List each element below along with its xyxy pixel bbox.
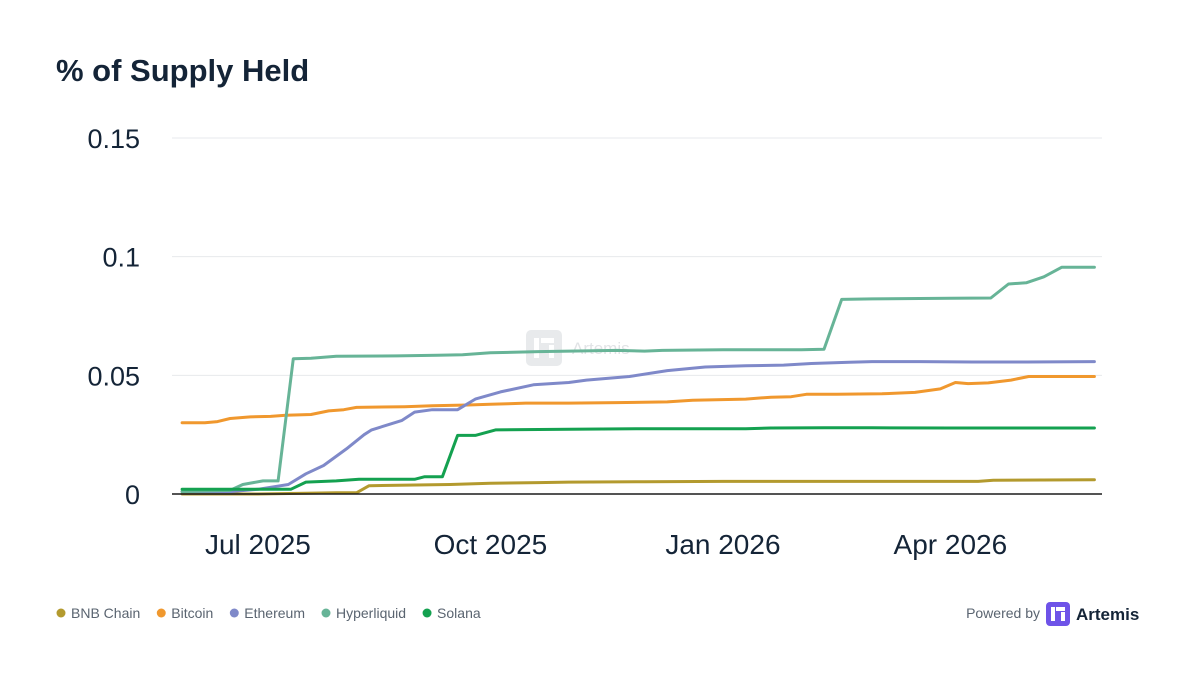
legend-label: Bitcoin <box>171 605 213 621</box>
y-tick-label: 0 <box>125 480 140 510</box>
x-axis-ticks: Jul 2025 Oct 2025 Jan 2026 Apr 2026 <box>205 529 1007 560</box>
y-axis-ticks: 0 0.05 0.1 0.15 <box>87 124 140 510</box>
watermark-icon <box>526 330 562 366</box>
artemis-logo-icon <box>1046 602 1070 626</box>
y-tick-label: 0.15 <box>87 124 140 154</box>
y-tick-label: 0.05 <box>87 361 140 391</box>
legend-label: Hyperliquid <box>336 605 406 621</box>
legend-item-solana: Solana <box>422 605 481 621</box>
legend-swatch <box>56 608 66 618</box>
legend: BNB Chain Bitcoin Ethereum Hyperliquid Solan… <box>56 605 481 621</box>
series-line-hyperliquid <box>180 265 1096 494</box>
legend-swatch <box>422 608 432 618</box>
watermark-text: Artemis <box>572 339 630 358</box>
gridlines <box>172 137 1102 376</box>
x-tick-label: Jan 2026 <box>665 529 780 560</box>
legend-swatch <box>156 608 166 618</box>
series-line-bitcoin <box>180 375 1096 425</box>
legend-label: Solana <box>437 605 481 621</box>
legend-swatch <box>229 608 239 618</box>
brand-name: Artemis <box>1076 605 1139 624</box>
legend-item-ethereum: Ethereum <box>229 605 305 621</box>
series-line-ethereum <box>180 360 1096 494</box>
series-line-bnb-chain <box>180 478 1096 496</box>
x-tick-label: Apr 2026 <box>894 529 1008 560</box>
series-lines <box>180 265 1096 496</box>
series-line-solana <box>180 426 1096 491</box>
x-tick-label: Jul 2025 <box>205 529 311 560</box>
chart-title: % of Supply Held <box>56 53 309 88</box>
legend-swatch <box>321 608 331 618</box>
x-tick-label: Oct 2025 <box>434 529 548 560</box>
legend-label: Ethereum <box>244 605 305 621</box>
powered-by: Powered by Artemis <box>966 602 1139 626</box>
watermark: Artemis <box>526 330 630 366</box>
legend-item-bitcoin: Bitcoin <box>156 605 213 621</box>
y-tick-label: 0.1 <box>102 243 140 273</box>
legend-item-bnb-chain: BNB Chain <box>56 605 140 621</box>
legend-label: BNB Chain <box>71 605 140 621</box>
powered-by-label: Powered by <box>966 605 1040 621</box>
legend-item-hyperliquid: Hyperliquid <box>321 605 406 621</box>
